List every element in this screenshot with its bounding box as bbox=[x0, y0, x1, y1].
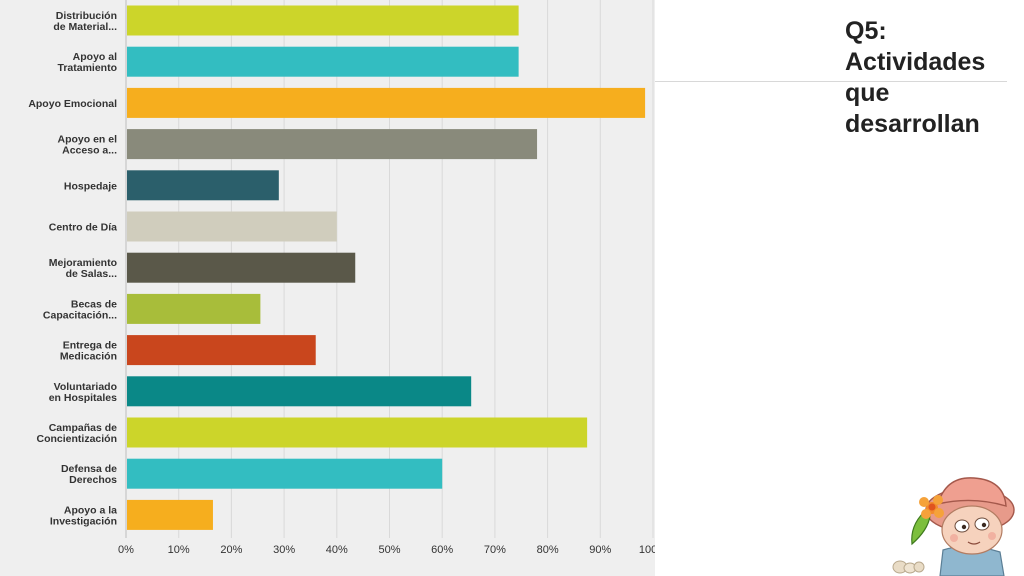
category-label: de Material... bbox=[53, 21, 117, 33]
category-label: Apoyo Emocional bbox=[28, 98, 117, 110]
x-tick-label: 50% bbox=[378, 544, 400, 556]
category-label: Apoyo al bbox=[73, 51, 117, 63]
bar bbox=[127, 46, 519, 77]
x-tick-label: 80% bbox=[537, 544, 559, 556]
mascot-illustration bbox=[892, 477, 1015, 576]
bar bbox=[127, 499, 213, 530]
category-label: Tratamiento bbox=[57, 62, 117, 74]
bar bbox=[127, 458, 443, 489]
x-tick-label: 40% bbox=[326, 544, 348, 556]
bar bbox=[127, 293, 261, 324]
slide-title-line: Actividades bbox=[845, 48, 986, 76]
x-tick-label: 0% bbox=[118, 544, 134, 556]
category-label: Medicación bbox=[60, 351, 117, 363]
bar bbox=[127, 87, 646, 118]
category-label: Hospedaje bbox=[64, 180, 117, 192]
x-tick-label: 60% bbox=[431, 544, 453, 556]
category-label: Apoyo en el bbox=[57, 134, 117, 146]
category-label: Defensa de bbox=[61, 463, 117, 475]
category-label: Concientización bbox=[36, 433, 117, 445]
category-label: Apoyo a la bbox=[64, 504, 117, 516]
category-label: Centro de Día bbox=[49, 222, 117, 234]
bar bbox=[127, 170, 279, 201]
bar bbox=[127, 376, 472, 407]
bar bbox=[127, 335, 316, 366]
bar-chart: 0% 10% 20% 30% 40% 50% 60% 70% 80% 90% 100% Distrib… bbox=[28, 0, 655, 556]
chart-panel: 0% 10% 20% 30% 40% 50% 60% 70% 80% 90% 100% Distrib… bbox=[0, 0, 655, 576]
bar bbox=[127, 417, 588, 448]
category-label: Campañas de bbox=[49, 422, 117, 434]
category-label: Acceso a... bbox=[62, 145, 117, 157]
category-label: Derechos bbox=[69, 474, 117, 486]
slide-title-line: desarrollan bbox=[845, 110, 980, 138]
x-tick-label: 20% bbox=[220, 544, 242, 556]
category-label: Mejoramiento bbox=[49, 257, 117, 269]
bar bbox=[127, 211, 337, 242]
bar bbox=[127, 129, 538, 160]
slide-title: Q5: Actividades que desarrollan bbox=[845, 16, 1020, 140]
category-label: Entrega de bbox=[63, 340, 117, 352]
bar bbox=[127, 5, 519, 36]
x-tick-label: 70% bbox=[484, 544, 506, 556]
slide-title-line: Q5: bbox=[845, 17, 887, 45]
x-tick-label: 90% bbox=[589, 544, 611, 556]
category-label: Voluntariado bbox=[54, 381, 117, 393]
category-label: en Hospitales bbox=[49, 392, 117, 404]
category-label: Investigación bbox=[50, 515, 117, 527]
category-label: Capacitación... bbox=[43, 309, 117, 321]
x-tick-label: 30% bbox=[273, 544, 295, 556]
category-label: Becas de bbox=[71, 298, 117, 310]
x-tick-label: 10% bbox=[168, 544, 190, 556]
bar bbox=[127, 252, 356, 283]
title-divider bbox=[655, 81, 1007, 82]
category-label: Distribución bbox=[56, 10, 117, 22]
category-label: de Salas... bbox=[66, 268, 117, 280]
slide-title-line: que bbox=[845, 79, 890, 107]
x-tick-label: 100% bbox=[639, 544, 655, 556]
